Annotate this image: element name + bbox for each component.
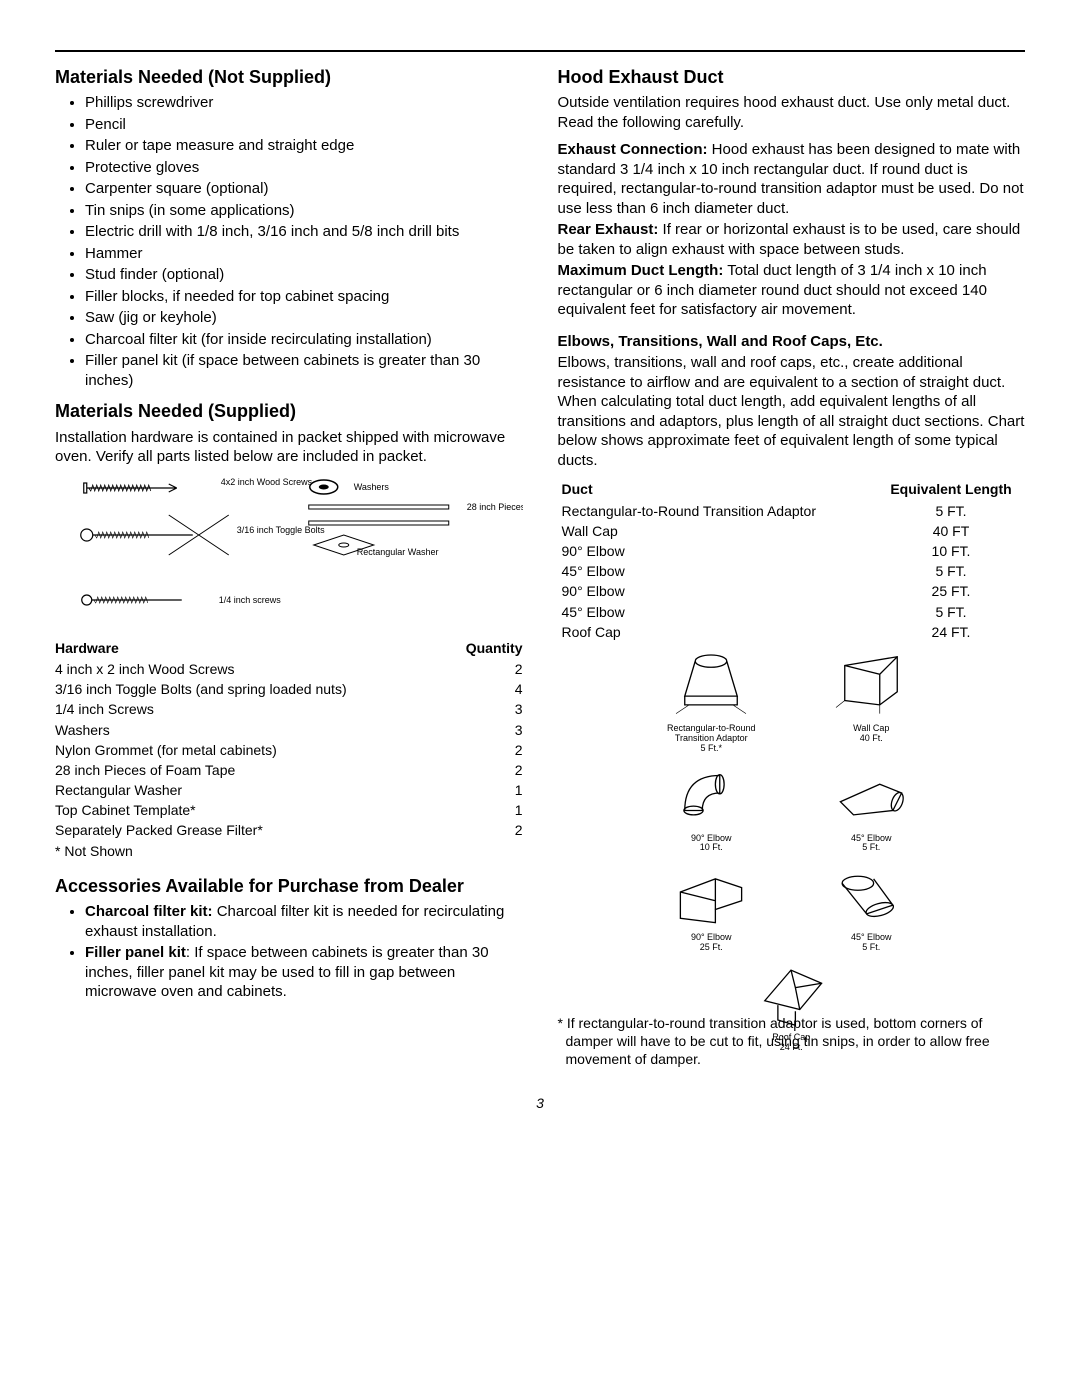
not-supplied-list: Phillips screwdriverPencilRuler or tape … (55, 93, 523, 390)
table-row: Washers3 (55, 720, 523, 740)
table-row: Top Cabinet Template*1 (55, 800, 523, 820)
footnote: * If rectangular-to-round transition ada… (558, 1014, 1026, 1069)
label-toggle: 3/16 inch Toggle Bolts (237, 525, 325, 535)
table-row: 90° Elbow25 FT. (558, 581, 1026, 601)
acc-filler: Filler panel kit: If space between cabin… (85, 943, 523, 1002)
table-row: * Not Shown (55, 841, 523, 861)
duct-illustration-item: 90° Elbow10 Ft. (656, 758, 766, 854)
table-row: 1/4 inch Screws3 (55, 699, 523, 719)
supplied-para: Installation hardware is contained in pa… (55, 428, 523, 467)
table-row: Rectangular-to-Round Transition Adaptor5… (558, 501, 1026, 521)
duct-table: Duct Equivalent Length Rectangular-to-Ro… (558, 478, 1026, 642)
list-item: Hammer (85, 244, 523, 264)
list-item: Protective gloves (85, 158, 523, 178)
table-row: Separately Packed Grease Filter*2 (55, 820, 523, 840)
label-foam: 28 inch Pieces of Foam Tape (467, 502, 523, 512)
table-row: 28 inch Pieces of Foam Tape2 (55, 760, 523, 780)
table-row: 45° Elbow5 FT. (558, 602, 1026, 622)
list-item: Charcoal filter kit (for inside recircul… (85, 330, 523, 350)
heading-hood: Hood Exhaust Duct (558, 66, 1026, 89)
table-row: 3/16 inch Toggle Bolts (and spring loade… (55, 679, 523, 699)
table-row: Roof Cap24 FT. (558, 622, 1026, 642)
duct-illustration-item: 45° Elbow5 Ft. (816, 857, 926, 953)
list-item: Pencil (85, 115, 523, 135)
top-rule (55, 50, 1025, 52)
rear-exhaust-para: Rear Exhaust: If rear or horizontal exha… (558, 220, 1026, 259)
hood-intro: Outside ventilation requires hood exhaus… (558, 93, 1026, 132)
page-number: 3 (55, 1094, 1025, 1112)
hardware-table: Hardware Quantity 4 inch x 2 inch Wood S… (55, 637, 523, 861)
heading-accessories: Accessories Available for Purchase from … (55, 875, 523, 898)
duct-illustration-item: Wall Cap40 Ft. (816, 648, 926, 754)
table-row: 4 inch x 2 inch Wood Screws2 (55, 659, 523, 679)
left-column: Materials Needed (Not Supplied) Phillips… (55, 58, 523, 1076)
duct-illustration-item: Rectangular-to-RoundTransition Adaptor5 … (656, 648, 766, 754)
exhaust-conn-para: Exhaust Connection: Hood exhaust has bee… (558, 140, 1026, 218)
list-item: Electric drill with 1/8 inch, 3/16 inch … (85, 222, 523, 242)
table-row: 45° Elbow5 FT. (558, 561, 1026, 581)
heading-supplied: Materials Needed (Supplied) (55, 400, 523, 423)
list-item: Carpenter square (optional) (85, 179, 523, 199)
table-row: Nylon Grommet (for metal cabinets)2 (55, 740, 523, 760)
label-quarter: 1/4 inch screws (219, 595, 282, 605)
duct-illustration-item: 90° Elbow25 Ft. (656, 857, 766, 953)
illustration-row: Rectangular-to-RoundTransition Adaptor5 … (656, 648, 926, 754)
table-row: 90° Elbow10 FT. (558, 541, 1026, 561)
right-column: Hood Exhaust Duct Outside ventilation re… (558, 58, 1026, 1076)
heading-not-supplied: Materials Needed (Not Supplied) (55, 66, 523, 89)
hardware-diagram: 4x2 inch Wood Screws Washers 28 inch Pie… (55, 475, 523, 625)
elbows-para: Elbows, transitions, wall and roof caps,… (558, 353, 1026, 470)
duct-illustration-item: 45° Elbow5 Ft. (816, 758, 926, 854)
list-item: Tin snips (in some applications) (85, 201, 523, 221)
list-item: Stud finder (optional) (85, 265, 523, 285)
table-row: Rectangular Washer1 (55, 780, 523, 800)
illustration-row: 90° Elbow25 Ft. 45° Elbow5 Ft. (656, 857, 926, 953)
heading-elbows: Elbows, Transitions, Wall and Roof Caps,… (558, 332, 1026, 352)
label-rect: Rectangular Washer (357, 547, 439, 557)
acc-charcoal: Charcoal filter kit: Charcoal filter kit… (85, 902, 523, 941)
table-row: Wall Cap40 FT (558, 521, 1026, 541)
list-item: Phillips screwdriver (85, 93, 523, 113)
accessories-list: Charcoal filter kit: Charcoal filter kit… (55, 902, 523, 1002)
label-washers: Washers (354, 482, 390, 492)
label-wood: 4x2 inch Wood Screws (221, 477, 313, 487)
duct-col-len: Equivalent Length (877, 478, 1025, 500)
list-item: Ruler or tape measure and straight edge (85, 136, 523, 156)
two-column-layout: Materials Needed (Not Supplied) Phillips… (55, 58, 1025, 1076)
hw-col-name: Hardware (55, 637, 446, 659)
list-item: Filler panel kit (if space between cabin… (85, 351, 523, 390)
hw-col-qty: Quantity (446, 637, 522, 659)
list-item: Filler blocks, if needed for top cabinet… (85, 287, 523, 307)
max-duct-para: Maximum Duct Length: Total duct length o… (558, 261, 1026, 320)
duct-col-name: Duct (558, 478, 878, 500)
duct-illustrations: Rectangular-to-RoundTransition Adaptor5 … (558, 648, 1026, 1008)
list-item: Saw (jig or keyhole) (85, 308, 523, 328)
illustration-row: 90° Elbow10 Ft. 45° Elbow5 Ft. (656, 758, 926, 854)
